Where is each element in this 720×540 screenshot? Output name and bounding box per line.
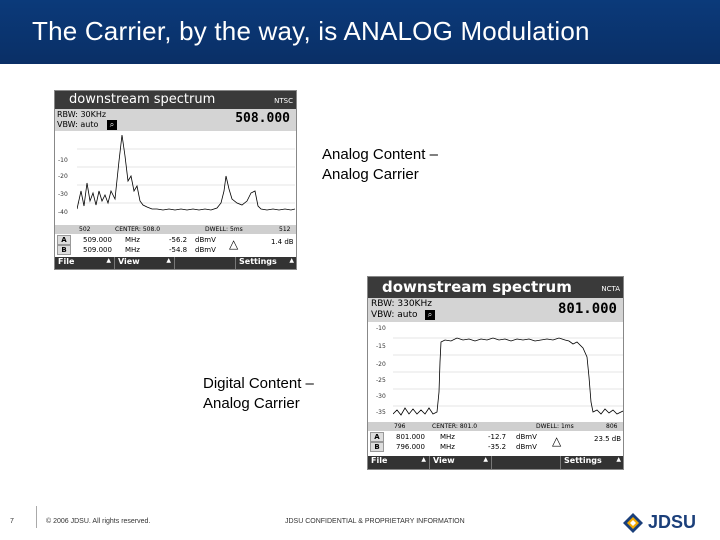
marker-b-badge[interactable]: B bbox=[57, 245, 71, 255]
axis-end: 512 bbox=[279, 226, 291, 233]
digital-caption: Digital Content – Analog Carrier bbox=[203, 374, 314, 414]
footer-divider bbox=[36, 506, 37, 528]
mode-badge: NTSC bbox=[274, 97, 293, 105]
spectrum-plot bbox=[393, 337, 623, 416]
view-menu[interactable]: View ▲ bbox=[430, 456, 492, 469]
frequency-axis: 502 CENTER: 508.0 DWELL: 5ms 512 bbox=[55, 225, 296, 234]
slide-title: The Carrier, by the way, is ANALOG Modul… bbox=[32, 16, 590, 46]
marker-row-b[interactable]: B 509.000 MHz -54.8 dBmV bbox=[55, 245, 296, 255]
marker-a-level: -12.7 bbox=[488, 433, 507, 441]
rbw-label: RBW: 330KHz bbox=[371, 299, 432, 309]
y-tick-label: -30 bbox=[376, 393, 386, 400]
axis-start: 796 bbox=[394, 423, 406, 430]
marker-a-unit: MHz bbox=[125, 236, 140, 244]
center-frequency[interactable]: 801.000 bbox=[557, 301, 617, 317]
y-tick-label: -25 bbox=[376, 377, 386, 384]
settings-menu[interactable]: Settings ▲ bbox=[235, 257, 296, 269]
settings-menu[interactable]: Settings ▲ bbox=[560, 456, 623, 469]
marker-b-freq: 509.000 bbox=[83, 246, 112, 254]
marker-a-badge[interactable]: A bbox=[57, 235, 71, 245]
jdsu-logo: JDSU bbox=[622, 510, 712, 536]
zoom-icon[interactable]: ⌕ bbox=[107, 120, 117, 130]
analog-caption-line1: Analog Content – bbox=[322, 146, 438, 163]
delta-icon: △ bbox=[552, 434, 562, 448]
logo-mark-icon bbox=[623, 513, 643, 533]
marker-a-freq: 509.000 bbox=[83, 236, 112, 244]
menu-bar: File ▲ View ▲ Settings ▲ bbox=[55, 257, 296, 269]
marker-table: A 509.000 MHz -56.2 dBmV B 509.000 MHz -… bbox=[55, 235, 296, 257]
delta-icon: △ bbox=[229, 237, 239, 251]
marker-b-level-unit: dBmV bbox=[195, 246, 216, 254]
marker-a-level-unit: dBmV bbox=[195, 236, 216, 244]
mode-badge: NCTA bbox=[601, 285, 620, 293]
marker-b-unit: MHz bbox=[125, 246, 140, 254]
marker-row-b[interactable]: B 796.000 MHz -35.2 dBmV bbox=[368, 442, 623, 452]
confidential-text: JDSU CONFIDENTIAL & PROPRIETARY INFORMAT… bbox=[285, 518, 465, 525]
delta-value: 23.5 dB bbox=[594, 435, 622, 443]
axis-dwell: DWELL: 1ms bbox=[536, 423, 574, 430]
axis-dwell: DWELL: 5ms bbox=[205, 226, 243, 233]
analog-caption: Analog Content – Analog Carrier bbox=[322, 145, 438, 185]
axis-end: 806 bbox=[606, 423, 618, 430]
analog-caption-line2: Analog Carrier bbox=[322, 166, 419, 183]
screen-header: downstream spectrum NCTA bbox=[368, 277, 623, 298]
axis-center: CENTER: 801.0 bbox=[432, 423, 478, 430]
marker-a-freq: 801.000 bbox=[396, 433, 425, 441]
spectrum-plot bbox=[77, 134, 295, 211]
marker-a-level: -56.2 bbox=[169, 236, 188, 244]
y-tick-label: -15 bbox=[376, 343, 386, 350]
digital-spectrum-screen: downstream spectrum NCTA RBW: 330KHz VBW… bbox=[367, 276, 624, 470]
info-bar: RBW: 330KHz VBW: auto ⌕ 801.000 bbox=[368, 298, 623, 322]
marker-table: A 801.000 MHz -12.7 dBmV B 796.000 MHz -… bbox=[368, 432, 623, 454]
marker-b-level: -35.2 bbox=[488, 443, 507, 451]
y-tick-label: -35 bbox=[376, 409, 386, 416]
copyright-text: © 2006 JDSU. All rights reserved. bbox=[46, 518, 151, 525]
logo-word: JDSU bbox=[648, 512, 697, 532]
y-tick-label: -10 bbox=[376, 325, 386, 332]
page-number: 7 bbox=[10, 518, 14, 525]
info-bar: RBW: 30KHz VBW: auto ⌕ 508.000 bbox=[55, 109, 296, 131]
file-menu[interactable]: File ▲ bbox=[368, 456, 430, 469]
delta-value: 1.4 dB bbox=[271, 238, 294, 246]
screen-title: downstream spectrum bbox=[69, 92, 216, 107]
digital-caption-line2: Analog Carrier bbox=[203, 395, 300, 412]
marker-b-unit: MHz bbox=[440, 443, 455, 451]
spectrum-trace bbox=[77, 134, 295, 211]
spectrum-trace bbox=[393, 337, 623, 416]
marker-b-freq: 796.000 bbox=[396, 443, 425, 451]
y-tick-label: -30 bbox=[58, 191, 68, 198]
marker-row-a[interactable]: A 801.000 MHz -12.7 dBmV bbox=[368, 432, 623, 442]
y-tick-label: -20 bbox=[376, 361, 386, 368]
vbw-label: VBW: auto bbox=[371, 310, 418, 320]
vbw-label: VBW: auto bbox=[57, 120, 99, 129]
screen-header: downstream spectrum NTSC bbox=[55, 91, 296, 109]
screen-title: downstream spectrum bbox=[382, 278, 572, 296]
y-tick-label: -10 bbox=[58, 157, 68, 164]
zoom-icon[interactable]: ⌕ bbox=[425, 310, 435, 320]
axis-start: 502 bbox=[79, 226, 91, 233]
marker-a-unit: MHz bbox=[440, 433, 455, 441]
marker-b-level: -54.8 bbox=[169, 246, 188, 254]
marker-row-a[interactable]: A 509.000 MHz -56.2 dBmV bbox=[55, 235, 296, 245]
y-tick-label: -20 bbox=[58, 173, 68, 180]
digital-caption-line1: Digital Content – bbox=[203, 375, 314, 392]
marker-b-level-unit: dBmV bbox=[516, 443, 537, 451]
title-bar: The Carrier, by the way, is ANALOG Modul… bbox=[0, 0, 720, 64]
axis-center: CENTER: 508.0 bbox=[115, 226, 161, 233]
rbw-label: RBW: 30KHz bbox=[57, 110, 107, 119]
view-menu[interactable]: View ▲ bbox=[115, 257, 175, 269]
center-frequency[interactable]: 508.000 bbox=[235, 111, 290, 126]
y-tick-label: -40 bbox=[58, 209, 68, 216]
frequency-axis: 796 CENTER: 801.0 DWELL: 1ms 806 bbox=[368, 422, 623, 431]
file-menu[interactable]: File ▲ bbox=[55, 257, 115, 269]
marker-b-badge[interactable]: B bbox=[370, 442, 384, 452]
marker-a-level-unit: dBmV bbox=[516, 433, 537, 441]
analog-spectrum-screen: downstream spectrum NTSC RBW: 30KHz VBW:… bbox=[54, 90, 297, 270]
marker-a-badge[interactable]: A bbox=[370, 432, 384, 442]
menu-bar: File ▲ View ▲ Settings ▲ bbox=[368, 456, 623, 469]
